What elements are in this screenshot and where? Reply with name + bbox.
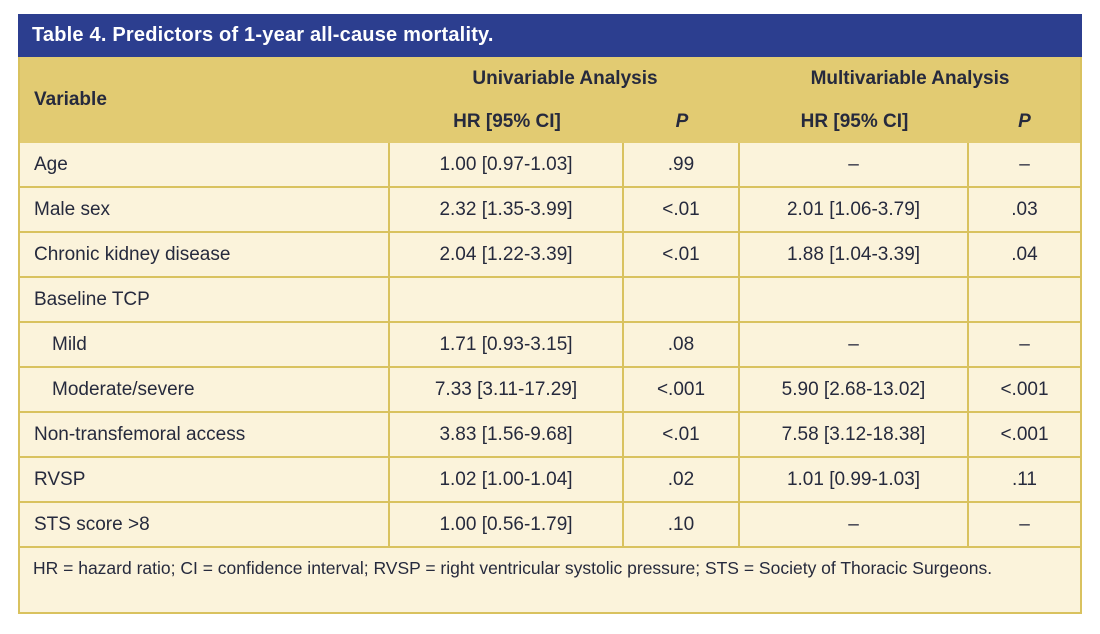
table-cell: 1.00 [0.56-1.79] bbox=[390, 503, 624, 548]
mortality-predictors-table: Table 4. Predictors of 1-year all-cause … bbox=[18, 14, 1082, 614]
table-row: Moderate/severe 7.33 [3.11-17.29] <.001 … bbox=[20, 368, 1080, 413]
table-cell bbox=[969, 278, 1080, 323]
table-cell: 2.04 [1.22-3.39] bbox=[390, 233, 624, 278]
table-row: RVSP 1.02 [1.00-1.04] .02 1.01 [0.99-1.0… bbox=[20, 458, 1080, 503]
table-cell: 2.32 [1.35-3.99] bbox=[390, 188, 624, 233]
table-cell: 3.83 [1.56-9.68] bbox=[390, 413, 624, 458]
column-header-multi-hr: HR [95% CI] bbox=[800, 111, 909, 132]
row-variable-label: Chronic kidney disease bbox=[20, 233, 390, 278]
row-variable-label: Mild bbox=[20, 323, 390, 368]
table-cell: .11 bbox=[969, 458, 1080, 503]
table-row: Male sex 2.32 [1.35-3.99] <.01 2.01 [1.0… bbox=[20, 188, 1080, 233]
table-cell: <.001 bbox=[969, 413, 1080, 458]
table-cell: – bbox=[969, 323, 1080, 368]
table-cell: 7.58 [3.12-18.38] bbox=[740, 413, 969, 458]
column-header-multi-p: P bbox=[1018, 111, 1031, 132]
table-cell: <.01 bbox=[624, 188, 740, 233]
table-cell: – bbox=[969, 503, 1080, 548]
table-cell: <.01 bbox=[624, 413, 740, 458]
table-cell bbox=[740, 278, 969, 323]
table-cell: <.01 bbox=[624, 233, 740, 278]
column-group-multivariable: Multivariable Analysis bbox=[810, 68, 1010, 89]
table-row: Age 1.00 [0.97-1.03] .99 – – bbox=[20, 143, 1080, 188]
table-cell: 5.90 [2.68-13.02] bbox=[740, 368, 969, 413]
table-cell: .10 bbox=[624, 503, 740, 548]
row-variable-label: Non-transfemoral access bbox=[20, 413, 390, 458]
table-cell: – bbox=[740, 143, 969, 188]
table-cell: <.001 bbox=[969, 368, 1080, 413]
table-title: Table 4. Predictors of 1-year all-cause … bbox=[32, 24, 494, 46]
table-cell: – bbox=[740, 503, 969, 548]
table-header: Variable Univariable Analysis Multivaria… bbox=[20, 57, 1080, 143]
table-cell: 1.71 [0.93-3.15] bbox=[390, 323, 624, 368]
table-cell: 1.02 [1.00-1.04] bbox=[390, 458, 624, 503]
table-body: Variable Univariable Analysis Multivaria… bbox=[18, 57, 1082, 614]
table-row: STS score >8 1.00 [0.56-1.79] .10 – – bbox=[20, 503, 1080, 548]
column-header-uni-hr: HR [95% CI] bbox=[453, 111, 561, 132]
row-variable-label: STS score >8 bbox=[20, 503, 390, 548]
table-cell: 7.33 [3.11-17.29] bbox=[390, 368, 624, 413]
table-cell: 1.01 [0.99-1.03] bbox=[740, 458, 969, 503]
table-cell: – bbox=[740, 323, 969, 368]
table-row: Baseline TCP bbox=[20, 278, 1080, 323]
table-cell: <.001 bbox=[624, 368, 740, 413]
table-row: Chronic kidney disease 2.04 [1.22-3.39] … bbox=[20, 233, 1080, 278]
table-cell: 1.88 [1.04-3.39] bbox=[740, 233, 969, 278]
row-variable-label: Baseline TCP bbox=[20, 278, 390, 323]
column-group-univariable: Univariable Analysis bbox=[472, 68, 658, 89]
row-variable-label: RVSP bbox=[20, 458, 390, 503]
row-variable-label: Moderate/severe bbox=[20, 368, 390, 413]
table-cell: .99 bbox=[624, 143, 740, 188]
table-row: Non-transfemoral access 3.83 [1.56-9.68]… bbox=[20, 413, 1080, 458]
table-cell: .04 bbox=[969, 233, 1080, 278]
row-variable-label: Age bbox=[20, 143, 390, 188]
column-header-variable: Variable bbox=[34, 89, 107, 110]
table-cell bbox=[624, 278, 740, 323]
table-cell: .02 bbox=[624, 458, 740, 503]
row-variable-label: Male sex bbox=[20, 188, 390, 233]
table-cell: .08 bbox=[624, 323, 740, 368]
table-title-bar: Table 4. Predictors of 1-year all-cause … bbox=[18, 14, 1082, 57]
table-cell: 1.00 [0.97-1.03] bbox=[390, 143, 624, 188]
table-cell: 2.01 [1.06-3.79] bbox=[740, 188, 969, 233]
table-footnote: HR = hazard ratio; CI = confidence inter… bbox=[20, 548, 1080, 612]
table-row: Mild 1.71 [0.93-3.15] .08 – – bbox=[20, 323, 1080, 368]
table-cell bbox=[390, 278, 624, 323]
table-cell: – bbox=[969, 143, 1080, 188]
column-header-uni-p: P bbox=[675, 111, 689, 132]
table-cell: .03 bbox=[969, 188, 1080, 233]
